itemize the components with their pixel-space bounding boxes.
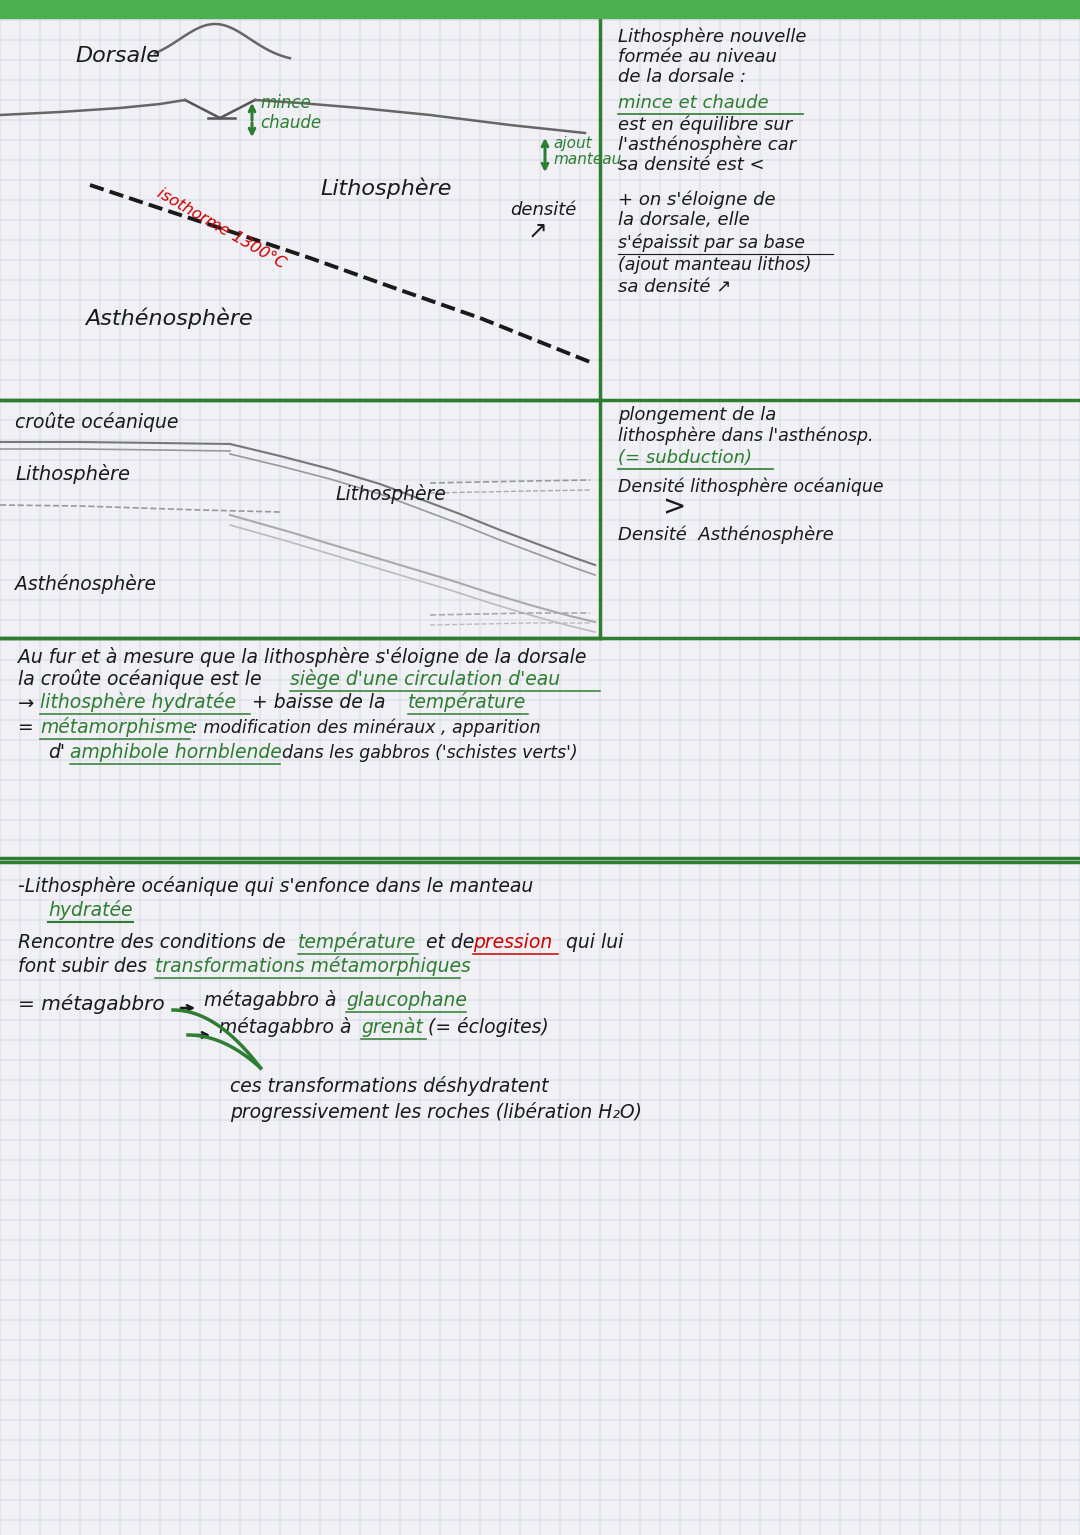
Text: lithosphère dans l'asthénosp.: lithosphère dans l'asthénosp. [618, 427, 874, 445]
Text: température: température [298, 932, 416, 952]
Text: font subir des: font subir des [18, 956, 153, 976]
Text: + on s'éloigne de: + on s'éloigne de [618, 190, 775, 209]
Text: métamorphisme: métamorphisme [40, 717, 194, 737]
Text: =: = [18, 718, 40, 737]
Text: plongement de la: plongement de la [618, 405, 777, 424]
Text: pression: pression [473, 933, 552, 952]
Text: dans les gabbros ('schistes verts'): dans les gabbros ('schistes verts') [282, 744, 578, 761]
Text: Densité  Asthénosphère: Densité Asthénosphère [618, 525, 834, 543]
Text: la croûte océanique est le: la croûte océanique est le [18, 669, 268, 689]
Text: manteau: manteau [553, 152, 621, 167]
Text: ces transformations déshydratent: ces transformations déshydratent [230, 1076, 549, 1096]
Text: siège d'une circulation d'eau: siège d'une circulation d'eau [291, 669, 561, 689]
Text: Au fur et à mesure que la lithosphère s'éloigne de la dorsale: Au fur et à mesure que la lithosphère s'… [18, 646, 586, 668]
Text: chaude: chaude [260, 114, 321, 132]
Text: -Lithosphère océanique qui s'enfonce dans le manteau: -Lithosphère océanique qui s'enfonce dan… [18, 876, 534, 896]
Text: (= subduction): (= subduction) [618, 450, 752, 467]
Text: (= éclogites): (= éclogites) [428, 1018, 549, 1038]
Text: mince: mince [260, 94, 311, 112]
Text: Lithosphère nouvelle: Lithosphère nouvelle [618, 28, 807, 46]
Text: est en équilibre sur: est en équilibre sur [618, 115, 792, 134]
Text: température: température [408, 692, 526, 712]
Text: l'asthénosphère car: l'asthénosphère car [618, 135, 796, 154]
Text: de la dorsale :: de la dorsale : [618, 68, 746, 86]
Text: >: > [663, 493, 687, 520]
Text: isothorme 1300°C: isothorme 1300°C [156, 186, 288, 272]
Text: hydratée: hydratée [48, 900, 133, 919]
Text: grenàt: grenàt [361, 1018, 423, 1038]
Text: qui lui: qui lui [561, 933, 623, 952]
Text: Lithosphère: Lithosphère [320, 178, 451, 200]
Text: : modification des minéraux , apparition: : modification des minéraux , apparition [192, 718, 541, 737]
Text: Rencontre des conditions de: Rencontre des conditions de [18, 933, 292, 952]
Text: Lithosphère: Lithosphère [15, 464, 130, 484]
Text: glaucophane: glaucophane [346, 992, 467, 1010]
Text: métagabbro à: métagabbro à [219, 1018, 351, 1038]
Text: la dorsale, elle: la dorsale, elle [618, 210, 750, 229]
Text: sa densité ↗: sa densité ↗ [618, 278, 731, 296]
Text: progressivement les roches (libération H₂O): progressivement les roches (libération H… [230, 1102, 643, 1122]
Text: formée au niveau: formée au niveau [618, 48, 777, 66]
Text: croûte océanique: croûte océanique [15, 411, 178, 431]
Text: lithosphère hydratée: lithosphère hydratée [40, 692, 237, 712]
Text: mince et chaude: mince et chaude [618, 94, 769, 112]
Text: densité: densité [510, 201, 577, 220]
Text: s'épaissit par sa base: s'épaissit par sa base [618, 233, 805, 252]
Text: amphibole hornblende: amphibole hornblende [70, 743, 282, 761]
Text: métagabbro à: métagabbro à [204, 990, 337, 1010]
Text: = métagabbro: = métagabbro [18, 995, 165, 1015]
Text: transformations métamorphiques: transformations métamorphiques [156, 956, 471, 976]
Text: Dorsale: Dorsale [75, 46, 160, 66]
Text: Densité lithosphère océanique: Densité lithosphère océanique [618, 477, 883, 496]
Text: d': d' [48, 743, 65, 761]
Text: ↗: ↗ [528, 220, 548, 243]
Text: sa densité est <: sa densité est < [618, 157, 765, 173]
Text: + baisse de la: + baisse de la [252, 692, 386, 712]
Text: Asthénosphère: Asthénosphère [85, 307, 253, 328]
Text: et de: et de [420, 933, 481, 952]
Text: Asthénosphère: Asthénosphère [15, 574, 156, 594]
Text: →: → [18, 695, 35, 714]
Text: ajout: ajout [553, 137, 592, 150]
Text: (ajout manteau lithos): (ajout manteau lithos) [618, 256, 811, 275]
Text: Lithosphère: Lithosphère [335, 484, 446, 503]
